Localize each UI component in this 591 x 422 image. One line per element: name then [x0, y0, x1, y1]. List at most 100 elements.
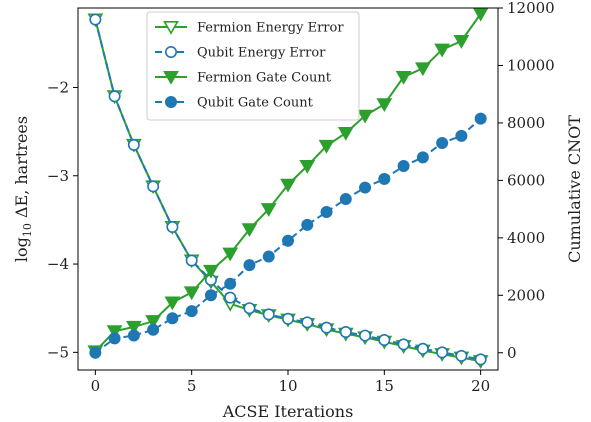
data-point — [164, 296, 181, 311]
legend-entry: Fermion Gate Count — [155, 71, 332, 86]
data-point — [320, 321, 333, 334]
legend-label: Fermion Gate Count — [197, 71, 332, 86]
data-point — [453, 35, 470, 49]
data-point — [224, 277, 237, 290]
data-point — [166, 312, 179, 325]
data-point — [127, 329, 140, 342]
y-right-tick-label: 12000 — [507, 0, 555, 17]
data-point — [395, 70, 412, 85]
data-point — [299, 160, 316, 174]
legend-label: Qubit Energy Error — [197, 46, 326, 61]
legend: Fermion Energy Error Qubit Energy Error Fe… — [146, 11, 360, 121]
data-point — [165, 96, 178, 109]
x-tick-label: 0 — [91, 377, 101, 395]
data-point — [262, 308, 275, 321]
x-tick-label: 15 — [375, 377, 394, 395]
y-right-axis-ticks: 0 2000 4000 6000 8000 10000 12000 — [498, 0, 555, 362]
data-point — [436, 346, 449, 359]
y-left-label-log: log — [12, 237, 31, 262]
data-point — [301, 316, 314, 329]
y-left-axis-ticks: −5 −4 −3 −2 — [47, 78, 78, 361]
data-point — [455, 129, 468, 142]
data-point — [359, 181, 372, 194]
data-point — [106, 325, 123, 340]
y-right-tick-label: 2000 — [507, 286, 545, 304]
data-point — [455, 349, 468, 362]
data-point — [89, 13, 102, 26]
data-point — [301, 218, 314, 231]
data-point — [414, 62, 431, 77]
data-point — [337, 126, 354, 141]
legend-entry: Qubit Energy Error — [155, 46, 326, 61]
data-point — [204, 289, 217, 302]
series-layer — [87, 7, 489, 369]
data-point — [243, 259, 256, 272]
data-point — [474, 112, 487, 125]
data-point — [281, 312, 294, 325]
data-point — [166, 220, 179, 233]
data-point — [147, 323, 160, 336]
series-qubit-energy-error — [89, 13, 487, 366]
data-point — [260, 203, 277, 217]
x-tick-label: 5 — [187, 377, 197, 395]
data-point — [359, 329, 372, 342]
data-point — [376, 98, 393, 113]
y-left-tick-label: −4 — [47, 255, 69, 273]
data-point — [108, 90, 121, 103]
data-point — [185, 305, 198, 318]
data-point — [127, 138, 140, 151]
data-point — [436, 137, 449, 150]
x-tick-label: 20 — [471, 377, 490, 395]
data-point — [357, 109, 373, 124]
data-point — [281, 234, 294, 247]
y-left-tick-label: −2 — [47, 78, 69, 96]
legend-label: Fermion Energy Error — [197, 21, 344, 36]
data-point — [165, 45, 178, 58]
y-left-tick-label: −3 — [47, 167, 69, 185]
y-right-tick-label: 10000 — [507, 56, 555, 74]
data-point — [378, 333, 391, 346]
data-point — [416, 151, 429, 164]
legend-entry: Qubit Gate Count — [155, 96, 314, 111]
data-point — [416, 342, 429, 355]
data-point — [262, 250, 275, 263]
data-point — [185, 254, 198, 267]
data-point — [241, 223, 258, 238]
data-point — [397, 160, 410, 173]
legend-entry: Fermion Energy Error — [155, 21, 344, 36]
data-point — [243, 302, 256, 315]
data-point — [472, 7, 489, 22]
data-point — [339, 326, 352, 339]
data-point — [339, 193, 352, 206]
data-point — [108, 332, 121, 345]
data-point — [145, 315, 162, 329]
data-point — [125, 320, 142, 335]
data-point — [183, 286, 200, 301]
y-left-axis-label: log10 ΔE, hartrees — [12, 116, 34, 262]
data-point — [397, 338, 410, 351]
y-right-tick-label: 6000 — [507, 171, 545, 189]
y-right-tick-label: 8000 — [507, 114, 545, 132]
data-point — [280, 178, 296, 193]
data-point — [378, 172, 391, 185]
data-point — [163, 20, 179, 35]
series-qubit-gate-count — [89, 112, 487, 359]
data-point — [222, 247, 239, 262]
data-point — [320, 205, 333, 218]
x-axis-ticks: 0 5 10 15 20 — [91, 370, 490, 395]
data-point — [147, 180, 160, 193]
x-axis-label: ACSE Iterations — [222, 402, 354, 421]
legend-label: Qubit Gate Count — [197, 96, 314, 111]
legend-box — [146, 11, 360, 121]
y-right-tick-label: 0 — [507, 344, 517, 362]
data-point — [224, 291, 237, 304]
y-left-label-rest: ΔE, hartrees — [12, 116, 31, 223]
data-point — [163, 71, 179, 85]
y-right-axis-label: Cumulative CNOT — [565, 115, 584, 263]
y-left-tick-label: −5 — [47, 343, 69, 361]
y-left-label-sub: 10 — [21, 223, 34, 237]
data-point — [318, 139, 335, 154]
data-point — [434, 43, 451, 58]
series-fermion-gate-count — [87, 7, 489, 360]
